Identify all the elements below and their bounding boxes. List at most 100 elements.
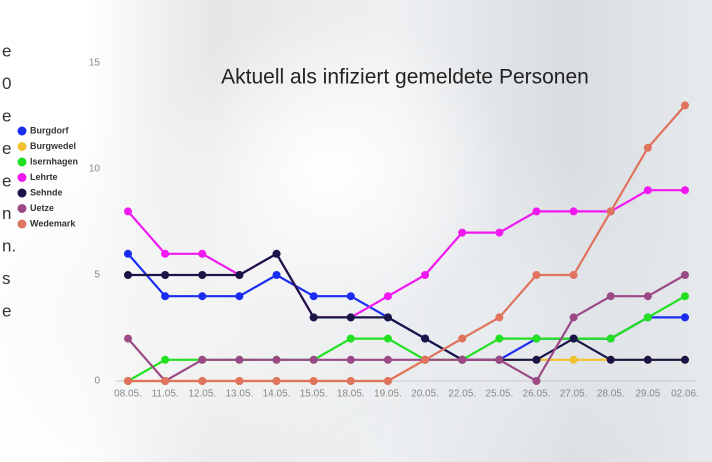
data-point bbox=[570, 356, 578, 364]
side-text: s bbox=[2, 269, 11, 288]
x-tick-label: 29.05 bbox=[635, 389, 660, 400]
data-point bbox=[681, 271, 689, 279]
data-point bbox=[273, 356, 281, 364]
side-text: 0 bbox=[2, 74, 11, 93]
data-point bbox=[124, 377, 132, 385]
data-point bbox=[532, 377, 540, 385]
side-text: e bbox=[2, 301, 11, 320]
legend-label: Lehrte bbox=[30, 172, 58, 182]
legend-label: Wedemark bbox=[30, 218, 76, 228]
series-line bbox=[128, 254, 685, 360]
side-text: e bbox=[2, 171, 11, 190]
data-point bbox=[458, 356, 466, 364]
chart-title: Aktuell als infiziert gemeldete Personen bbox=[221, 66, 589, 89]
side-text: n bbox=[2, 204, 11, 223]
data-point bbox=[161, 377, 169, 385]
legend-label: Sehnde bbox=[30, 187, 63, 197]
data-point bbox=[644, 292, 652, 300]
data-point bbox=[124, 335, 132, 343]
data-point bbox=[384, 356, 392, 364]
x-tick-label: 27.05. bbox=[560, 389, 588, 400]
data-point bbox=[310, 313, 318, 321]
data-point bbox=[124, 207, 132, 215]
data-point bbox=[161, 250, 169, 258]
data-point bbox=[644, 144, 652, 152]
data-point bbox=[124, 250, 132, 258]
data-point bbox=[570, 271, 578, 279]
data-point bbox=[161, 356, 169, 364]
chart: Aktuell als infiziert gemeldete Personen… bbox=[0, 0, 712, 462]
data-point bbox=[532, 356, 540, 364]
data-point bbox=[495, 313, 503, 321]
legend-label: Burgwedel bbox=[30, 141, 76, 151]
legend-marker bbox=[18, 220, 27, 229]
y-tick-label: 0 bbox=[94, 376, 100, 387]
data-point bbox=[347, 313, 355, 321]
data-point bbox=[161, 271, 169, 279]
data-point bbox=[421, 271, 429, 279]
series-line bbox=[128, 190, 685, 317]
data-point bbox=[421, 335, 429, 343]
data-point bbox=[124, 271, 132, 279]
data-point bbox=[607, 207, 615, 215]
x-tick-label: 20.05. bbox=[411, 389, 439, 400]
data-point bbox=[458, 335, 466, 343]
x-tick-label: 19.05. bbox=[374, 389, 402, 400]
legend-label: Isernhagen bbox=[30, 156, 78, 166]
y-tick-label: 15 bbox=[89, 58, 101, 69]
data-point bbox=[681, 292, 689, 300]
data-point bbox=[235, 292, 243, 300]
data-point bbox=[198, 377, 206, 385]
data-point bbox=[458, 229, 466, 237]
x-tick-label: 22.05. bbox=[448, 389, 476, 400]
data-point bbox=[384, 335, 392, 343]
x-tick-label: 25.05. bbox=[485, 389, 513, 400]
data-point bbox=[570, 313, 578, 321]
series-line bbox=[128, 296, 685, 381]
data-point bbox=[681, 101, 689, 109]
data-point bbox=[421, 356, 429, 364]
data-point bbox=[235, 356, 243, 364]
legend-marker bbox=[18, 127, 27, 136]
legend-label: Uetze bbox=[30, 203, 54, 213]
data-point bbox=[273, 271, 281, 279]
y-tick-label: 10 bbox=[89, 164, 101, 175]
data-point bbox=[532, 207, 540, 215]
data-point bbox=[384, 377, 392, 385]
data-point bbox=[607, 292, 615, 300]
data-point bbox=[198, 356, 206, 364]
x-tick-label: 15.05. bbox=[300, 389, 328, 400]
data-point bbox=[310, 356, 318, 364]
legend-marker bbox=[18, 173, 27, 182]
x-tick-label: 13.05. bbox=[225, 389, 253, 400]
y-tick-label: 5 bbox=[94, 270, 100, 281]
data-point bbox=[161, 292, 169, 300]
data-point bbox=[384, 313, 392, 321]
data-point bbox=[347, 335, 355, 343]
data-point bbox=[273, 250, 281, 258]
data-point bbox=[644, 356, 652, 364]
x-tick-label: 08.05. bbox=[114, 389, 142, 400]
x-tick-label: 11.05. bbox=[152, 389, 179, 400]
legend-marker bbox=[18, 189, 27, 198]
x-tick-label: 18.05. bbox=[337, 389, 365, 400]
data-point bbox=[607, 356, 615, 364]
data-point bbox=[495, 229, 503, 237]
legend-label: Burgdorf bbox=[30, 125, 69, 135]
data-point bbox=[495, 335, 503, 343]
data-point bbox=[384, 292, 392, 300]
legend-marker bbox=[18, 142, 27, 151]
data-point bbox=[644, 186, 652, 194]
side-text: e bbox=[2, 41, 11, 60]
data-point bbox=[347, 292, 355, 300]
data-point bbox=[532, 271, 540, 279]
x-tick-label: 26.05. bbox=[523, 389, 551, 400]
x-tick-label: 12.05. bbox=[188, 389, 216, 400]
data-point bbox=[273, 377, 281, 385]
side-text: e bbox=[2, 139, 11, 158]
data-point bbox=[198, 271, 206, 279]
data-point bbox=[532, 335, 540, 343]
data-point bbox=[681, 186, 689, 194]
data-point bbox=[607, 335, 615, 343]
x-tick-label: 28.05. bbox=[597, 389, 625, 400]
